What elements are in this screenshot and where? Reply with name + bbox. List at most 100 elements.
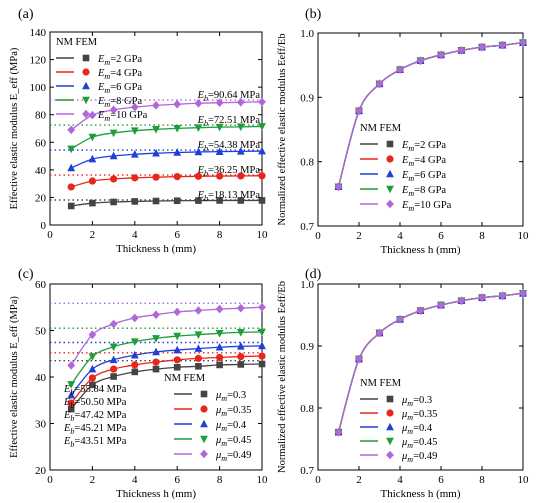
data-point [152,126,160,134]
data-point [334,182,343,192]
y-axis-label: Normalized effective elastic modulus Eef… [277,281,288,473]
y-tick-label: 20 [35,465,47,477]
data-point [67,145,76,154]
data-point [82,54,90,62]
data-point [88,330,97,339]
y-tick-label: 0.8 [300,157,314,169]
data-point [258,197,266,204]
data-point [478,42,486,52]
data-point [152,101,160,110]
data-point [152,358,160,366]
x-tick-label: 2 [356,474,362,486]
data-point [237,361,245,368]
x-tick-label: 6 [174,474,180,486]
y-tick-label: 0.9 [300,341,314,353]
y-tick-label: 140 [30,27,47,39]
data-point [88,374,96,382]
data-point [67,390,76,399]
data-point [110,373,117,380]
y-tick-label: 0.7 [300,221,314,233]
data-point [200,449,208,459]
data-point [396,65,404,74]
data-point [200,419,208,428]
data-point [386,199,394,209]
data-point [457,296,466,306]
data-point [258,146,266,155]
x-axis-label: Thickness h (mm) [116,488,196,500]
x-tick-label: 10 [257,229,269,241]
legend-label: μm=0.4 [215,420,247,433]
data-point [89,381,96,389]
data-point [236,329,245,337]
x-tick-label: 4 [397,474,403,486]
data-point [386,437,394,446]
data-point [67,381,76,389]
y-tick-label: 60 [35,279,47,291]
legend-label: Em=4 GPa [401,155,446,168]
data-point [82,68,90,76]
legend-header: NM FEM [360,123,402,134]
y-tick-label: 1.0 [300,28,314,40]
data-point [67,202,75,210]
data-point [173,173,181,181]
x-tick-label: 10 [518,474,530,486]
data-point [200,390,208,398]
series-line [71,175,263,188]
data-point [215,123,224,132]
series-line [70,355,263,404]
legend-label: μm=0.45 [401,437,437,450]
data-point [88,133,97,142]
data-point [195,197,202,204]
data-point [131,368,139,376]
data-point [194,354,202,362]
data-point [82,96,90,105]
x-tick-label: 4 [132,474,138,486]
data-point [519,289,527,298]
data-point [386,409,394,417]
data-point [109,355,118,364]
y-axis-label: Effective elastic modulus E_eff (MPa) [9,47,20,209]
data-point [215,147,224,155]
data-point [67,125,76,135]
data-point [215,342,224,351]
data-point [152,148,160,157]
x-tick-label: 8 [479,474,485,486]
chart-panel-b: (b) 0 2 4 6 8 10 0.7 0.8 0.9 1.0 Thickness h (mm) No… [277,7,529,256]
data-point [386,169,394,178]
data-point [258,360,266,368]
x-tick-label: 4 [397,230,403,242]
x-tick-label: 6 [438,474,444,486]
x-tick-label: 2 [356,230,362,242]
data-point [131,198,139,205]
series-line [70,363,263,410]
y-tick-label: 0 [41,220,47,232]
data-point [82,109,90,119]
data-point [215,304,224,314]
data-point [194,124,203,132]
data-point [375,79,384,89]
data-point [110,175,118,183]
data-point [498,40,507,50]
data-point [130,313,139,323]
data-point [130,102,139,112]
legend-label: μm=0.35 [215,405,251,418]
data-point [519,38,527,47]
data-point [110,365,118,373]
data-point [173,332,182,341]
data-point [215,329,224,338]
legend-header: NM FEM [164,373,206,384]
data-point [457,46,466,55]
x-tick-label: 0 [47,229,53,241]
data-point [89,199,96,207]
data-point [152,310,160,319]
data-point [130,127,139,136]
y-tick-label: 0.9 [300,92,314,104]
reference-label: Eb=43.51 MPa [63,436,127,449]
data-point [194,98,203,108]
data-point [216,361,223,369]
series-line [71,199,262,207]
legend-label: Em=8 GPa [97,96,142,109]
data-point [237,352,245,361]
y-tick-label: 50 [35,326,47,338]
reference-label: Eb=54.38 MPa [197,140,261,153]
